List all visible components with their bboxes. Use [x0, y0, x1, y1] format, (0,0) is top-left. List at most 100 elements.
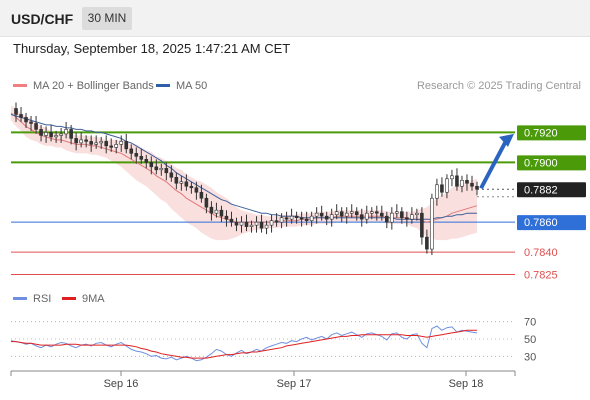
candle-down [354, 211, 359, 215]
candle-down [304, 218, 309, 221]
candle-down [19, 114, 23, 118]
price-label-0.7825: 0.7825 [524, 270, 558, 282]
candle-up [254, 221, 259, 226]
candle-down [104, 141, 109, 147]
candle-down [189, 185, 194, 189]
candle-down [29, 121, 33, 124]
candle-down [374, 211, 379, 214]
x-tick-label: Sep 16 [104, 378, 139, 390]
candle-up [59, 133, 63, 136]
candle-up [249, 224, 254, 227]
candle-down [174, 176, 179, 184]
candle-down [184, 181, 189, 187]
candle-up [94, 142, 98, 145]
candle-up [119, 141, 124, 145]
candle-down [89, 141, 93, 145]
candle-up [410, 214, 414, 220]
candle-up [114, 144, 119, 148]
legend-ma50: MA 50 [156, 80, 207, 92]
candle-down [139, 156, 144, 160]
candle-down [385, 215, 389, 223]
candle-up [460, 179, 464, 187]
price-label-0.7860: 0.7860 [524, 217, 558, 229]
candle-down [359, 214, 364, 220]
candle-down [234, 221, 239, 226]
candle-up [279, 217, 284, 223]
ma9-swatch [62, 296, 76, 300]
ma20-swatch [13, 83, 27, 87]
candle-down [209, 206, 214, 214]
price-label-bg-0.7860 [517, 215, 586, 231]
candle-up [415, 212, 419, 215]
candle-down [224, 215, 229, 220]
price-label-bg-0.7920 [517, 125, 586, 141]
price-label-0.7920: 0.7920 [524, 127, 558, 139]
ma50-line [10, 114, 477, 220]
candle-down [465, 179, 469, 184]
candle-down [319, 212, 324, 217]
candle-up [364, 212, 369, 220]
chart-header: USD/CHF 30 MIN [0, 0, 590, 37]
legend-rsi-label: RSI [33, 293, 52, 305]
legend-rsi: RSI [13, 293, 51, 305]
candle-down [440, 184, 444, 193]
x-tick-label: Sep 17 [277, 378, 312, 390]
candle-down [339, 211, 344, 217]
credit-text: Research © 2025 Trading Central [416, 80, 581, 92]
candle-down [405, 217, 409, 220]
candle-down [229, 218, 234, 223]
candle-down [299, 217, 304, 220]
candle-up [430, 197, 434, 250]
candle-up [79, 139, 83, 144]
candle-down [169, 172, 174, 178]
legend-ma50-label: MA 50 [176, 80, 208, 92]
candle-up [395, 211, 399, 214]
ma50-swatch [156, 83, 170, 87]
candle-down [69, 129, 73, 139]
candle-down [39, 129, 43, 136]
candle-down [34, 123, 38, 130]
price-label-0.7900: 0.7900 [524, 157, 558, 169]
candle-down [475, 185, 479, 190]
candle-up [445, 178, 449, 193]
timeframe-button[interactable]: 30 MIN [82, 7, 132, 30]
candle-down [379, 212, 384, 217]
candle-up [349, 211, 354, 214]
price-label-bg-0.7882 [517, 182, 586, 198]
rsi-tick-50: 50 [524, 334, 536, 346]
candle-down [219, 209, 224, 217]
rsi-ma9-line [11, 329, 477, 359]
candle-up [179, 181, 184, 184]
rsi-line [10, 325, 478, 362]
candle-down [134, 153, 139, 157]
legend-9ma: 9MA [62, 293, 105, 305]
price-label-0.7840: 0.7840 [524, 247, 558, 259]
price-label-0.7882: 0.7882 [524, 184, 558, 196]
target-arrow-shaft [479, 139, 508, 190]
candle-down [455, 175, 459, 187]
candle-down [420, 212, 424, 238]
legend-ma20: MA 20 + Bollinger Bands [13, 80, 154, 92]
candle-down [324, 215, 329, 220]
candle-up [214, 209, 219, 214]
candle-down [204, 197, 209, 208]
candle-up [334, 211, 339, 215]
candle-up [99, 141, 103, 144]
candle-up [314, 212, 319, 217]
candle-down [294, 215, 299, 218]
candle-up [369, 211, 374, 214]
candle-down [74, 138, 78, 144]
candle-down [149, 162, 154, 168]
candle-down [154, 166, 159, 171]
x-tick-label: Sep 18 [449, 378, 484, 390]
candle-down [124, 141, 129, 150]
candle-down [274, 220, 279, 223]
candle-up [309, 215, 314, 221]
candle-down [164, 168, 169, 174]
candle-up [329, 214, 334, 220]
candle-down [199, 191, 204, 199]
candle-up [264, 224, 269, 229]
candle-down [49, 132, 53, 138]
rsi-swatch [13, 296, 27, 300]
